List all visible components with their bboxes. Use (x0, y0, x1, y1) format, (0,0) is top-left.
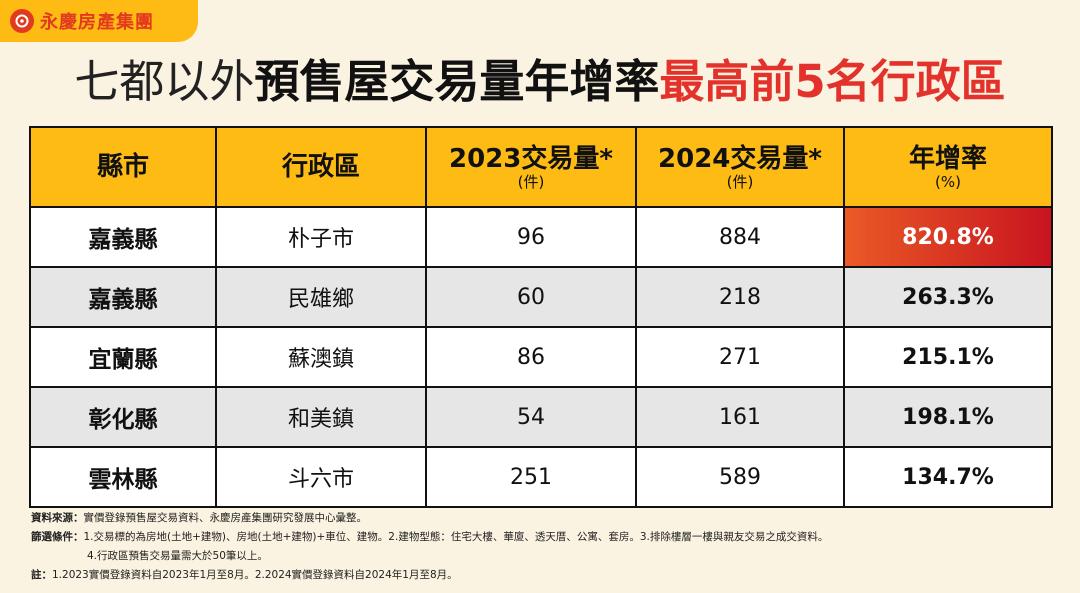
header-district: 行政區 (215, 126, 427, 208)
cell-2024: 884 (635, 206, 845, 268)
header-2023: 2023交易量* (件) (425, 126, 637, 208)
table-row: 雲林縣 斗六市 251 589 134.7% (29, 446, 1053, 508)
table-row: 嘉義縣 朴子市 96 884 820.8% (29, 206, 1053, 268)
cell-district: 蘇澳鎮 (215, 326, 427, 388)
title-part-3: 最高前5名行政區 (659, 55, 1006, 108)
cell-2023: 86 (425, 326, 637, 388)
cell-district: 民雄鄉 (215, 266, 427, 328)
cell-2024: 589 (635, 446, 845, 508)
cell-2024: 271 (635, 326, 845, 388)
header-row: 縣市 行政區 2023交易量* (件) 2024交易量* (件) 年增率 (%) (29, 126, 1053, 208)
table-row: 嘉義縣 民雄鄉 60 218 263.3% (29, 266, 1053, 328)
cell-district: 朴子市 (215, 206, 427, 268)
cell-county: 嘉義縣 (29, 266, 217, 328)
cell-district: 斗六市 (215, 446, 427, 508)
title-part-2: 預售屋交易量年增率 (254, 55, 660, 108)
footnotes: 資料來源：實價登錄預售屋交易資料、永慶房產集團研究發展中心彙整。 篩選條件：1.… (31, 509, 828, 585)
header-2024-unit: (件) (726, 173, 754, 191)
remark-note: 註：1.2023實價登錄資料自2023年1月至8月。2.2024實價登錄資料自2… (31, 569, 458, 581)
cell-county: 宜蘭縣 (29, 326, 217, 388)
cell-2023: 251 (425, 446, 637, 508)
page-title: 七都以外預售屋交易量年增率最高前5名行政區 (0, 52, 1080, 112)
cell-district: 和美鎮 (215, 386, 427, 448)
brand-logo-icon (10, 9, 34, 33)
cell-rate-highlight: 820.8% (843, 206, 1053, 268)
cell-2023: 96 (425, 206, 637, 268)
cell-rate: 198.1% (843, 386, 1053, 448)
brand-logo-text: 永慶房產集團 (40, 12, 154, 33)
cell-county: 彰化縣 (29, 386, 217, 448)
header-rate-unit: (%) (935, 173, 961, 191)
cell-rate: 134.7% (843, 446, 1053, 508)
cell-2024: 218 (635, 266, 845, 328)
brand-logo: 永慶房產集團 (0, 0, 198, 42)
cell-rate: 263.3% (843, 266, 1053, 328)
cell-2023: 60 (425, 266, 637, 328)
cell-rate: 215.1% (843, 326, 1053, 388)
filter-note-continued: 4.行政區預售交易量需大於50筆以上。 (87, 550, 268, 562)
header-growth-rate: 年增率 (%) (843, 126, 1053, 208)
header-2023-unit: (件) (517, 173, 545, 191)
cell-county: 嘉義縣 (29, 206, 217, 268)
data-table: 縣市 行政區 2023交易量* (件) 2024交易量* (件) 年增率 (%) 嘉義… (29, 126, 1053, 508)
title-part-1: 七都以外 (74, 55, 255, 108)
filter-note: 篩選條件：1.交易標的為房地(土地+建物)、房地(土地+建物)+車位、建物。2.… (31, 531, 829, 543)
cell-2024: 161 (635, 386, 845, 448)
cell-2023: 54 (425, 386, 637, 448)
table-row: 宜蘭縣 蘇澳鎮 86 271 215.1% (29, 326, 1053, 388)
header-2024: 2024交易量* (件) (635, 126, 845, 208)
header-county: 縣市 (29, 126, 217, 208)
cell-county: 雲林縣 (29, 446, 217, 508)
table-row: 彰化縣 和美鎮 54 161 198.1% (29, 386, 1053, 448)
source-note: 資料來源：實價登錄預售屋交易資料、永慶房產集團研究發展中心彙整。 (31, 512, 367, 524)
